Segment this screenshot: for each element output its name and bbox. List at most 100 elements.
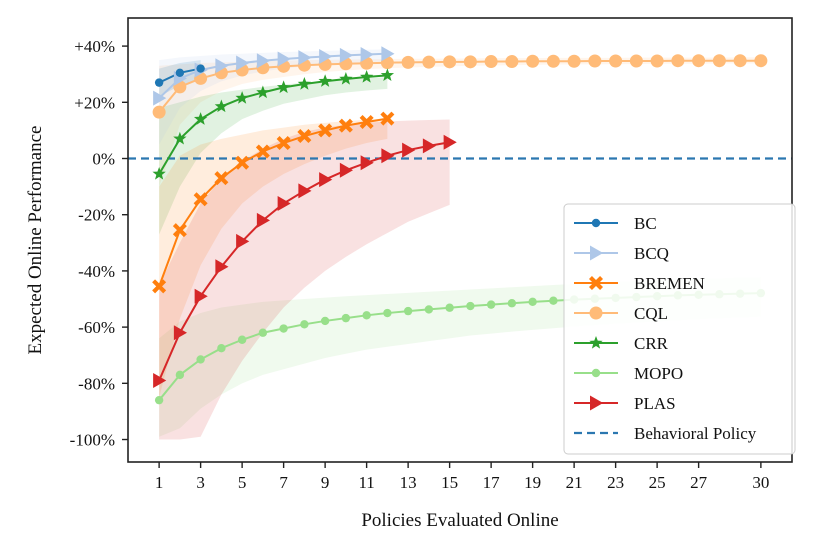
y-tick-label: 0% xyxy=(92,150,115,169)
legend-plas-marker xyxy=(590,395,604,411)
cql-point xyxy=(671,54,685,68)
legend: BC BCQ BREMEN CQL CRR MOPO PLAS Behavioral Poli… xyxy=(563,203,796,455)
cql-point xyxy=(422,55,436,69)
mopo-point xyxy=(383,308,392,318)
bremen-point xyxy=(193,192,208,207)
x-tick-label: 11 xyxy=(358,473,374,492)
cql-point xyxy=(588,54,602,68)
plas-point xyxy=(215,259,229,275)
crr-point xyxy=(214,99,229,113)
mopo-point xyxy=(196,355,205,364)
plas-point xyxy=(443,134,457,150)
cql-point xyxy=(733,54,747,68)
y-axis-label: Expected Online Performance xyxy=(25,126,46,355)
crr-point xyxy=(380,68,395,81)
legend-mopo-marker xyxy=(591,368,601,378)
legend-behavioral-policy-label: Behavioral Policy xyxy=(634,424,757,443)
legend-bcq-label: BCQ xyxy=(634,244,669,263)
mopo-point xyxy=(154,395,164,405)
mopo-point xyxy=(466,301,475,311)
x-tick-label: 7 xyxy=(279,473,288,492)
cql-point xyxy=(629,54,643,68)
cql-point xyxy=(443,55,457,69)
mopo-point xyxy=(279,324,288,333)
legend-box xyxy=(563,203,796,455)
mopo-point xyxy=(486,300,496,309)
bremen-point xyxy=(235,155,250,170)
cql-point xyxy=(526,54,540,68)
cql-point xyxy=(650,54,664,68)
cql-point xyxy=(463,55,477,69)
mopo-point xyxy=(549,296,558,305)
legend-bremen-marker xyxy=(589,276,603,290)
legend-bremen-label: BREMEN xyxy=(634,274,705,293)
legend-bc-marker xyxy=(591,218,601,228)
bcq-point xyxy=(256,53,270,69)
mopo-point xyxy=(341,313,351,323)
bremen-point xyxy=(152,279,167,294)
cql-point xyxy=(546,54,560,68)
bremen-point xyxy=(276,136,291,151)
legend-cql-label: CQL xyxy=(634,304,668,323)
bremen-point xyxy=(255,144,270,159)
bcq-point xyxy=(236,55,250,71)
plas-point xyxy=(402,142,416,158)
bcq-point xyxy=(319,48,333,64)
x-tick-label: 19 xyxy=(524,473,541,492)
x-tick-label: 21 xyxy=(566,473,583,492)
bc-point xyxy=(175,68,185,77)
mopo-point xyxy=(403,306,413,316)
bremen-band xyxy=(159,118,388,398)
legend-crr-marker xyxy=(589,336,603,349)
crr-point xyxy=(297,77,312,90)
crr-point xyxy=(318,74,332,87)
mopo-point xyxy=(258,328,268,337)
x-tick-label: 3 xyxy=(196,473,205,492)
plas-point xyxy=(173,325,187,341)
bcq-point xyxy=(153,90,167,106)
mopo-point xyxy=(528,297,537,307)
bcq-point xyxy=(381,46,395,62)
y-tick-label: -40% xyxy=(78,262,115,281)
plas-point xyxy=(256,212,270,228)
legend-plas-label: PLAS xyxy=(634,394,676,413)
x-axis-label: Policies Evaluated Online xyxy=(361,510,558,531)
plas-point xyxy=(277,195,291,211)
bremen-point xyxy=(318,123,333,138)
bcq-point xyxy=(360,47,374,63)
cql-point xyxy=(609,54,623,68)
x-axis-ticks: 1 3 5 7 9 11 13 15 17 19 21 23 25 27 30 xyxy=(155,462,769,492)
plas-point xyxy=(153,373,167,389)
bcq-point xyxy=(215,58,229,74)
crr-point xyxy=(359,70,374,83)
bcq-point xyxy=(298,50,312,66)
cql-point xyxy=(401,55,415,69)
mopo-point xyxy=(217,343,226,353)
legend-bc-label: BC xyxy=(634,214,657,233)
x-tick-label: 13 xyxy=(400,473,417,492)
cql-point xyxy=(484,55,498,69)
crr-point xyxy=(152,166,166,180)
cql-point xyxy=(567,54,581,68)
plas-point xyxy=(298,183,312,199)
y-tick-label: -60% xyxy=(78,318,115,337)
legend-bcq-marker xyxy=(590,245,604,261)
series-markers xyxy=(152,46,768,405)
x-tick-label: 9 xyxy=(321,473,330,492)
bc-point xyxy=(196,64,205,73)
cql-point xyxy=(152,105,166,119)
crr-point xyxy=(193,112,208,125)
plas-point xyxy=(381,148,395,164)
x-tick-label: 23 xyxy=(607,473,624,492)
bc-point xyxy=(154,78,164,87)
crr-point xyxy=(339,71,353,85)
x-tick-label: 30 xyxy=(752,473,769,492)
mopo-point xyxy=(445,303,454,312)
cql-point xyxy=(505,55,519,69)
mopo-point xyxy=(424,305,434,314)
x-tick-label: 17 xyxy=(483,473,501,492)
y-axis-ticks: +40% +20% 0% -20% -40% -60% -80% -100% xyxy=(70,37,128,450)
crr-point xyxy=(173,131,187,145)
mopo-point xyxy=(320,316,330,326)
